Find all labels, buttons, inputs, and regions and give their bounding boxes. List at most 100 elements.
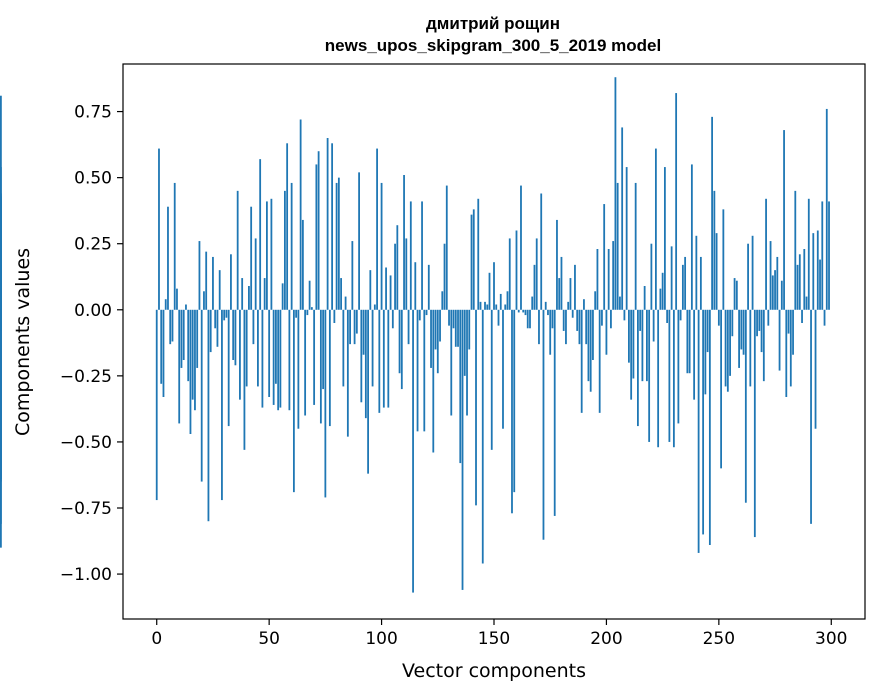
bar xyxy=(470,214,473,310)
bar xyxy=(601,309,603,326)
bar xyxy=(248,286,250,310)
bar xyxy=(340,278,342,310)
bar xyxy=(699,256,702,310)
bar xyxy=(771,275,774,310)
bar xyxy=(317,151,320,310)
bar xyxy=(227,309,230,427)
bar xyxy=(196,309,199,368)
bar xyxy=(225,309,228,318)
bar xyxy=(558,278,561,310)
bar xyxy=(731,309,734,337)
bar xyxy=(198,241,201,310)
bar xyxy=(614,77,617,310)
bar xyxy=(203,291,205,310)
bar xyxy=(164,299,167,310)
bar xyxy=(346,309,349,437)
bar xyxy=(632,309,635,379)
bar xyxy=(603,204,606,310)
bar xyxy=(403,175,405,310)
bar xyxy=(223,309,226,321)
bar xyxy=(230,254,232,310)
bar xyxy=(439,309,441,342)
x-axis-label: Vector components xyxy=(402,660,586,682)
y-tick-label: −1.00 xyxy=(60,565,112,585)
bar xyxy=(236,190,239,310)
bar xyxy=(596,249,599,310)
bar xyxy=(212,256,214,310)
y-tick-label: −0.25 xyxy=(60,367,112,387)
bar xyxy=(825,108,828,310)
bar xyxy=(713,190,716,310)
x-tick-label: 50 xyxy=(258,629,280,649)
bar xyxy=(385,267,387,310)
y-tick-label: −0.50 xyxy=(60,433,112,453)
bar xyxy=(337,177,340,310)
bar xyxy=(490,309,493,450)
y-tick-label: 0.25 xyxy=(74,235,112,255)
bar xyxy=(625,167,628,310)
bar xyxy=(679,309,682,321)
bar xyxy=(780,280,783,310)
bar xyxy=(556,219,558,310)
bar xyxy=(378,309,381,413)
bar xyxy=(529,309,531,329)
bar xyxy=(187,309,190,382)
bar xyxy=(394,243,396,310)
bar xyxy=(241,278,244,310)
bar xyxy=(720,309,722,469)
bar xyxy=(738,309,740,368)
bar xyxy=(436,309,439,374)
bar xyxy=(576,309,579,331)
bar xyxy=(648,309,651,442)
bar xyxy=(263,278,266,310)
bar xyxy=(173,182,176,310)
bar xyxy=(468,309,471,350)
bar xyxy=(389,275,392,310)
bar xyxy=(421,201,423,310)
bar xyxy=(0,309,2,331)
bar xyxy=(180,309,183,368)
y-axis: −1.00 −0.75 −0.50 −0.25 0.00 0.25 0.50 0.75 xyxy=(60,103,123,585)
bar xyxy=(335,182,338,310)
bar xyxy=(735,280,738,310)
bar xyxy=(796,264,799,310)
bar xyxy=(486,304,489,310)
bar xyxy=(592,309,594,360)
bar xyxy=(686,309,689,374)
bar xyxy=(659,288,662,310)
bar xyxy=(194,309,196,411)
bar xyxy=(155,309,158,501)
bar xyxy=(209,309,212,353)
bar xyxy=(515,230,518,310)
bar xyxy=(301,219,304,310)
bar xyxy=(637,309,639,427)
y-tick-label: −0.75 xyxy=(60,499,112,519)
bar xyxy=(650,243,653,310)
bar xyxy=(675,93,678,310)
bar xyxy=(466,309,468,416)
bar xyxy=(376,148,378,310)
bar xyxy=(702,309,705,535)
bar xyxy=(583,299,585,310)
bar xyxy=(661,272,664,310)
bar xyxy=(412,309,414,593)
bar xyxy=(616,182,619,310)
bar xyxy=(245,309,248,387)
bar xyxy=(432,309,435,453)
bar xyxy=(261,309,264,408)
bar xyxy=(814,309,817,429)
bar xyxy=(560,256,563,310)
bar xyxy=(218,270,221,310)
bar xyxy=(416,309,419,432)
x-axis: 0 50 100 150 200 250 300 xyxy=(151,619,847,649)
bar xyxy=(628,309,630,363)
bar xyxy=(517,309,520,313)
bar xyxy=(711,116,713,310)
bar xyxy=(812,233,815,310)
bar xyxy=(443,243,446,310)
bar xyxy=(493,262,495,310)
bar xyxy=(369,270,372,310)
bar xyxy=(733,278,736,310)
x-tick-label: 150 xyxy=(478,629,510,649)
bar xyxy=(414,262,417,310)
